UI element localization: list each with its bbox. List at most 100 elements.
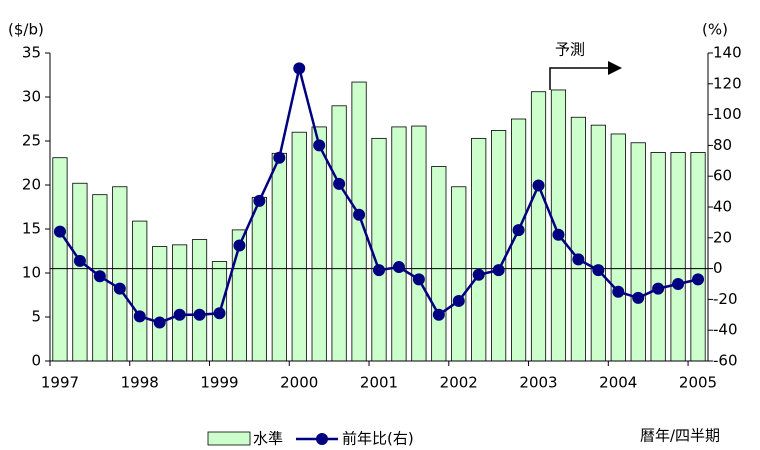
- marker: [53, 225, 66, 238]
- bar: [451, 186, 467, 362]
- bar: [690, 152, 706, 362]
- y2-tick-label: 140: [713, 44, 742, 62]
- marker: [672, 278, 685, 290]
- bar: [491, 130, 507, 362]
- bar: [630, 142, 646, 362]
- y-tick-label: 15: [22, 220, 41, 238]
- y2-tick-label: 20: [713, 228, 732, 246]
- marker: [492, 264, 505, 277]
- y-tick-label: 0: [31, 352, 41, 370]
- bar: [251, 196, 267, 362]
- bar: [670, 152, 686, 362]
- marker: [253, 194, 266, 207]
- bar: [152, 246, 168, 362]
- y-tick-label: 35: [22, 44, 41, 62]
- bar: [132, 220, 148, 362]
- marker: [392, 261, 405, 274]
- marker: [552, 228, 565, 241]
- marker: [652, 282, 665, 295]
- legend-label: 前年比(右): [342, 430, 414, 448]
- bar: [610, 133, 626, 362]
- marker: [73, 254, 86, 267]
- y2-tick-label: -60: [713, 352, 738, 370]
- x-tick-label: 2000: [280, 374, 318, 392]
- bar: [650, 152, 666, 362]
- bar: [311, 126, 327, 362]
- x-tick-label: 1999: [200, 374, 238, 392]
- marker: [373, 264, 385, 277]
- x-tick-label: 1998: [121, 374, 159, 392]
- y-tick-label: 5: [31, 308, 41, 326]
- marker: [233, 239, 246, 252]
- y-tick-label: 25: [22, 132, 41, 150]
- legend-label: 水準: [253, 430, 283, 448]
- bar: [530, 91, 547, 362]
- marker: [472, 268, 485, 281]
- x-tick-label: 1997: [41, 374, 79, 392]
- marker: [173, 308, 186, 321]
- bar: [391, 126, 407, 362]
- x-tick-label: 2004: [599, 374, 637, 392]
- forecast-arrowhead: [608, 61, 622, 75]
- y-tick-label: 30: [22, 88, 41, 106]
- marker: [532, 179, 545, 192]
- bar: [172, 244, 188, 362]
- y2-tick-label: 60: [713, 167, 732, 185]
- x-tick-label: 2005: [679, 374, 717, 392]
- bar: [291, 131, 307, 362]
- y-tick-label: 20: [22, 176, 41, 194]
- y2-tick-label: 100: [713, 105, 742, 123]
- y2-tick-label: -40: [713, 321, 738, 339]
- marker: [273, 151, 286, 164]
- bar: [331, 105, 347, 362]
- marker: [692, 273, 705, 286]
- x-tick-label: 2001: [360, 374, 398, 392]
- marker: [353, 208, 366, 221]
- y2-axis-label: (%): [702, 21, 728, 39]
- marker: [432, 308, 445, 321]
- marker: [412, 273, 425, 286]
- y-tick-label: 10: [22, 264, 41, 282]
- marker: [133, 310, 146, 323]
- marker: [293, 62, 306, 75]
- y2-tick-label: 0: [713, 259, 723, 277]
- bar: [411, 125, 427, 362]
- marker: [193, 308, 206, 321]
- marker: [512, 224, 525, 237]
- bar: [271, 152, 287, 362]
- bar: [471, 137, 487, 362]
- marker: [333, 177, 346, 190]
- marker: [113, 282, 126, 295]
- y2-tick-label: 80: [713, 136, 732, 154]
- marker: [153, 316, 166, 329]
- x-tick-label: 2002: [440, 374, 478, 392]
- x-tick-label: 2003: [519, 374, 557, 392]
- annotation: 予測: [555, 41, 585, 59]
- bar: [590, 124, 606, 362]
- bar: [112, 186, 128, 362]
- y2-tick-label: 120: [713, 74, 742, 92]
- marker: [213, 307, 226, 320]
- marker: [572, 253, 585, 266]
- bar: [191, 239, 208, 362]
- legend-marker: [316, 433, 328, 445]
- bar: [371, 137, 387, 362]
- marker: [93, 270, 106, 283]
- bar: [351, 81, 367, 362]
- marker: [313, 139, 326, 152]
- bar: [52, 157, 68, 362]
- x-axis-label: 暦年/四半期: [640, 427, 720, 445]
- bar: [570, 116, 586, 362]
- y2-tick-label: -20: [713, 290, 738, 308]
- marker: [612, 285, 625, 298]
- y2-tick-label: 40: [713, 198, 732, 216]
- legend-swatch: [207, 431, 251, 446]
- bar: [431, 166, 447, 362]
- marker: [592, 264, 605, 277]
- marker: [452, 294, 465, 307]
- bar: [72, 182, 88, 362]
- marker: [632, 291, 645, 304]
- y-axis-label: ($/b): [8, 21, 44, 39]
- forecast-arrow: [549, 67, 610, 90]
